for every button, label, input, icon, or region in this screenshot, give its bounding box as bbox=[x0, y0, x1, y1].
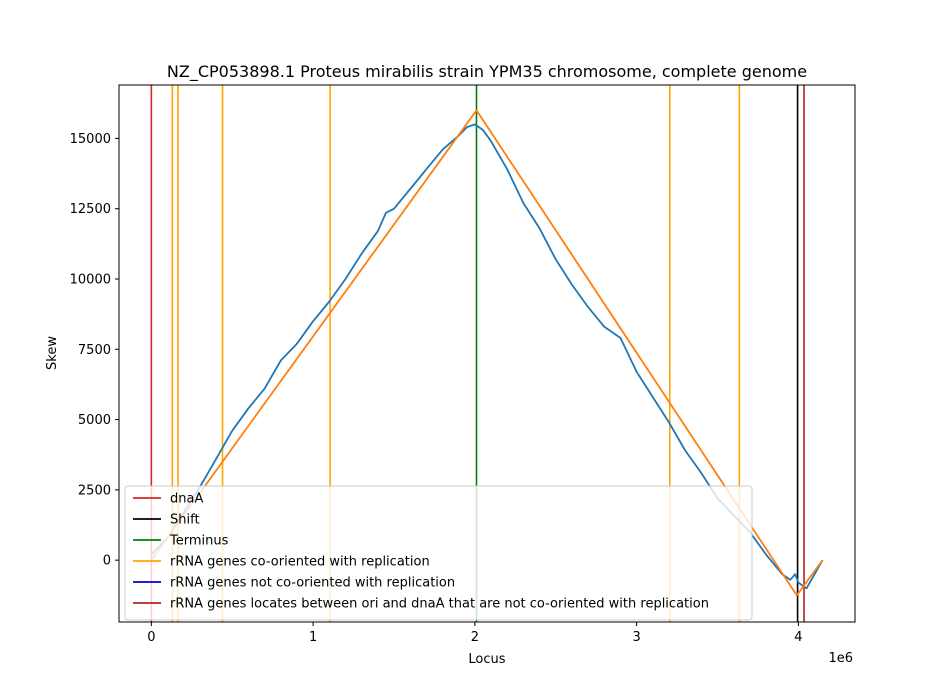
legend-entry-label: Shift bbox=[170, 513, 200, 528]
y-axis-ticks: 0 2500 5000 7500 10000 12500 15000 bbox=[70, 132, 119, 569]
legend-entry-label: rRNA genes co-oriented with replication bbox=[170, 555, 430, 570]
chart-title: NZ_CP053898.1 Proteus mirabilis strain Y… bbox=[167, 62, 807, 82]
y-tick-label: 0 bbox=[103, 554, 111, 569]
legend-entry-label: rRNA genes locates between ori and dnaA … bbox=[170, 597, 709, 612]
vertical-markers bbox=[150, 85, 805, 622]
y-tick-label: 10000 bbox=[70, 272, 111, 287]
y-tick-label: 2500 bbox=[78, 483, 111, 498]
x-tick-label: 2 bbox=[471, 630, 479, 645]
y-tick-label: 15000 bbox=[70, 132, 111, 147]
x-tick-label: 1 bbox=[309, 630, 317, 645]
y-tick-label: 12500 bbox=[70, 202, 111, 217]
x-tick-label: 4 bbox=[794, 630, 802, 645]
x-tick-label: 0 bbox=[147, 630, 155, 645]
x-axis-ticks: 0 1 2 3 4 bbox=[147, 622, 803, 645]
y-tick-label: 5000 bbox=[78, 413, 111, 428]
y-axis-label: Skew bbox=[45, 336, 60, 370]
y-tick-label: 7500 bbox=[78, 343, 111, 358]
legend-entry-label: Terminus bbox=[169, 534, 229, 549]
legend: dnaA Shift Terminus rRNA genes co-oriented … bbox=[124, 485, 753, 621]
x-tick-label: 3 bbox=[632, 630, 640, 645]
legend-entry-label: rRNA genes not co-oriented with replicat… bbox=[170, 576, 455, 591]
plot-frame bbox=[118, 84, 856, 623]
x-axis-label: Locus bbox=[468, 652, 505, 667]
x-axis-offset-label: 1e6 bbox=[828, 651, 853, 666]
legend-entry-label: dnaA bbox=[170, 492, 203, 507]
fit-series-line bbox=[150, 109, 824, 597]
legend-box bbox=[124, 485, 753, 621]
